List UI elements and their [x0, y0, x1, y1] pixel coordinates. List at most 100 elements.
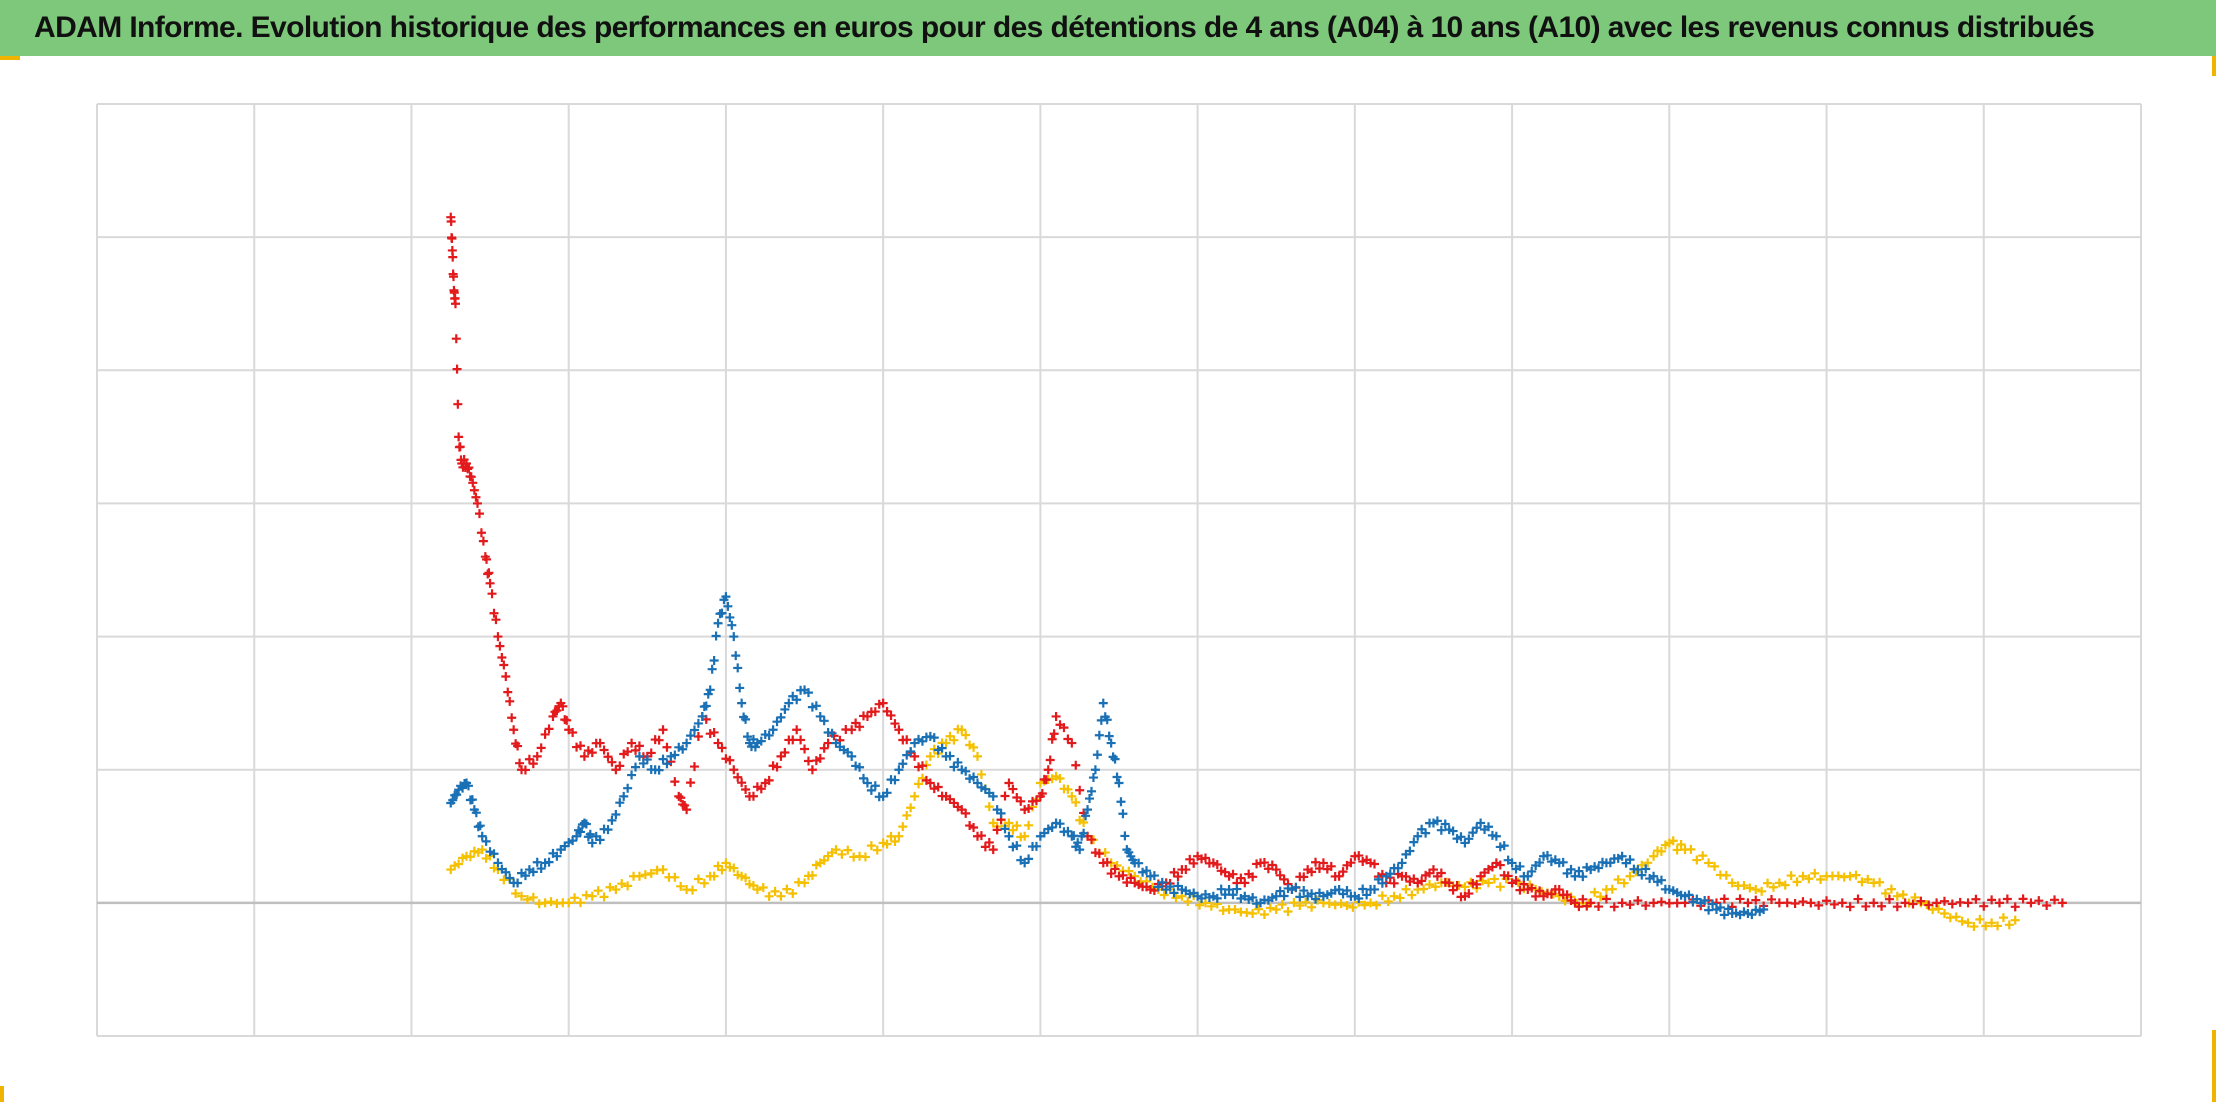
data-point-marker [792, 695, 802, 705]
data-point-marker [859, 773, 868, 783]
data-point-marker [1939, 896, 1949, 906]
data-point-marker [587, 838, 597, 848]
data-point-marker [1932, 898, 1942, 908]
data-point-marker [1267, 860, 1277, 870]
data-point-marker [1483, 878, 1493, 888]
data-point-marker [1792, 877, 1802, 887]
data-point-marker [1637, 870, 1647, 880]
data-point-marker [1574, 866, 1584, 876]
data-point-marker [575, 827, 585, 837]
data-point-marker [894, 725, 904, 735]
data-point-marker [1981, 921, 1991, 931]
data-point-marker [446, 217, 456, 227]
data-point-marker [902, 810, 912, 820]
data-point-marker [713, 618, 723, 628]
data-point-marker [562, 715, 572, 725]
data-point-marker [866, 841, 876, 851]
data-point-marker [536, 743, 546, 753]
data-point-marker [1715, 902, 1725, 912]
data-point-marker [1625, 855, 1635, 865]
data-point-marker [1562, 890, 1572, 900]
data-point-marker [1464, 889, 1474, 899]
data-point-marker [2026, 898, 2036, 908]
data-point-marker [780, 704, 790, 714]
data-point-marker [705, 685, 715, 695]
data-point-marker [1822, 896, 1832, 906]
data-point-marker [662, 742, 672, 752]
scatter-series [446, 212, 2067, 912]
data-point-marker [1436, 825, 1446, 835]
data-point-marker [727, 620, 737, 630]
data-point-marker [969, 772, 979, 782]
data-point-marker [1265, 903, 1275, 913]
data-point-marker [703, 689, 713, 699]
data-point-marker [491, 615, 501, 625]
data-point-marker [1377, 891, 1387, 901]
data-point-marker [1586, 898, 1596, 908]
data-point-marker [768, 725, 778, 735]
data-point-marker [1751, 885, 1761, 895]
data-point-marker [1212, 893, 1222, 903]
data-point-marker [1370, 884, 1379, 894]
data-point-marker [1407, 890, 1417, 900]
data-point-marker [1377, 878, 1387, 888]
data-point-marker [894, 765, 904, 775]
data-point-marker [682, 738, 692, 748]
data-point-marker [717, 743, 727, 753]
data-point-marker [1314, 863, 1324, 873]
data-point-marker [717, 608, 727, 618]
data-point-marker [925, 778, 935, 788]
data-point-marker [1086, 835, 1096, 845]
data-point-marker [1444, 878, 1454, 888]
data-point-marker [1747, 910, 1757, 920]
data-point-marker [1546, 889, 1556, 899]
data-point-marker [1763, 878, 1773, 888]
data-point-marker [1759, 905, 1769, 915]
data-point-marker [454, 859, 464, 869]
data-point-marker [1698, 851, 1708, 861]
data-point-marker [847, 725, 857, 735]
data-point-marker [1047, 734, 1057, 744]
data-point-marker [1774, 878, 1784, 888]
data-point-marker [449, 272, 459, 282]
data-point-marker [693, 874, 703, 884]
data-point-marker [1816, 874, 1826, 884]
data-point-marker [1397, 858, 1407, 868]
data-point-marker [1676, 840, 1686, 850]
data-point-marker [507, 713, 517, 723]
data-point-marker [711, 631, 721, 641]
data-point-marker [463, 464, 473, 474]
data-point-marker [603, 752, 613, 762]
data-point-marker [855, 762, 865, 772]
data-point-marker [725, 755, 735, 765]
data-point-marker [917, 761, 927, 771]
data-point-marker [713, 738, 723, 748]
data-point-marker [634, 871, 644, 881]
data-point-marker [1086, 786, 1096, 796]
data-point-marker [493, 858, 503, 868]
data-point-marker [615, 798, 625, 808]
data-point-marker [1947, 899, 1957, 909]
data-point-marker [758, 883, 768, 893]
data-point-marker [1596, 892, 1606, 902]
data-point-marker [1301, 897, 1311, 907]
data-point-marker [1114, 778, 1124, 788]
data-point-marker [482, 554, 492, 564]
data-point-marker [1721, 870, 1731, 880]
data-point-marker [646, 868, 656, 878]
data-point-marker [1440, 819, 1450, 829]
data-point-marker [1016, 796, 1026, 806]
corner-mark-top-right [2212, 56, 2216, 76]
data-point-marker [1259, 858, 1269, 868]
data-point-marker [792, 725, 802, 735]
data-point-marker [453, 399, 463, 409]
data-point-marker [860, 852, 870, 862]
data-point-marker [1102, 857, 1112, 867]
data-point-marker [1342, 886, 1352, 896]
data-point-marker [1012, 821, 1022, 831]
data-point-marker [662, 759, 672, 769]
data-point-marker [676, 881, 686, 891]
data-point-marker [1413, 831, 1423, 841]
data-point-marker [1059, 723, 1069, 733]
data-point-marker [1900, 898, 1910, 908]
